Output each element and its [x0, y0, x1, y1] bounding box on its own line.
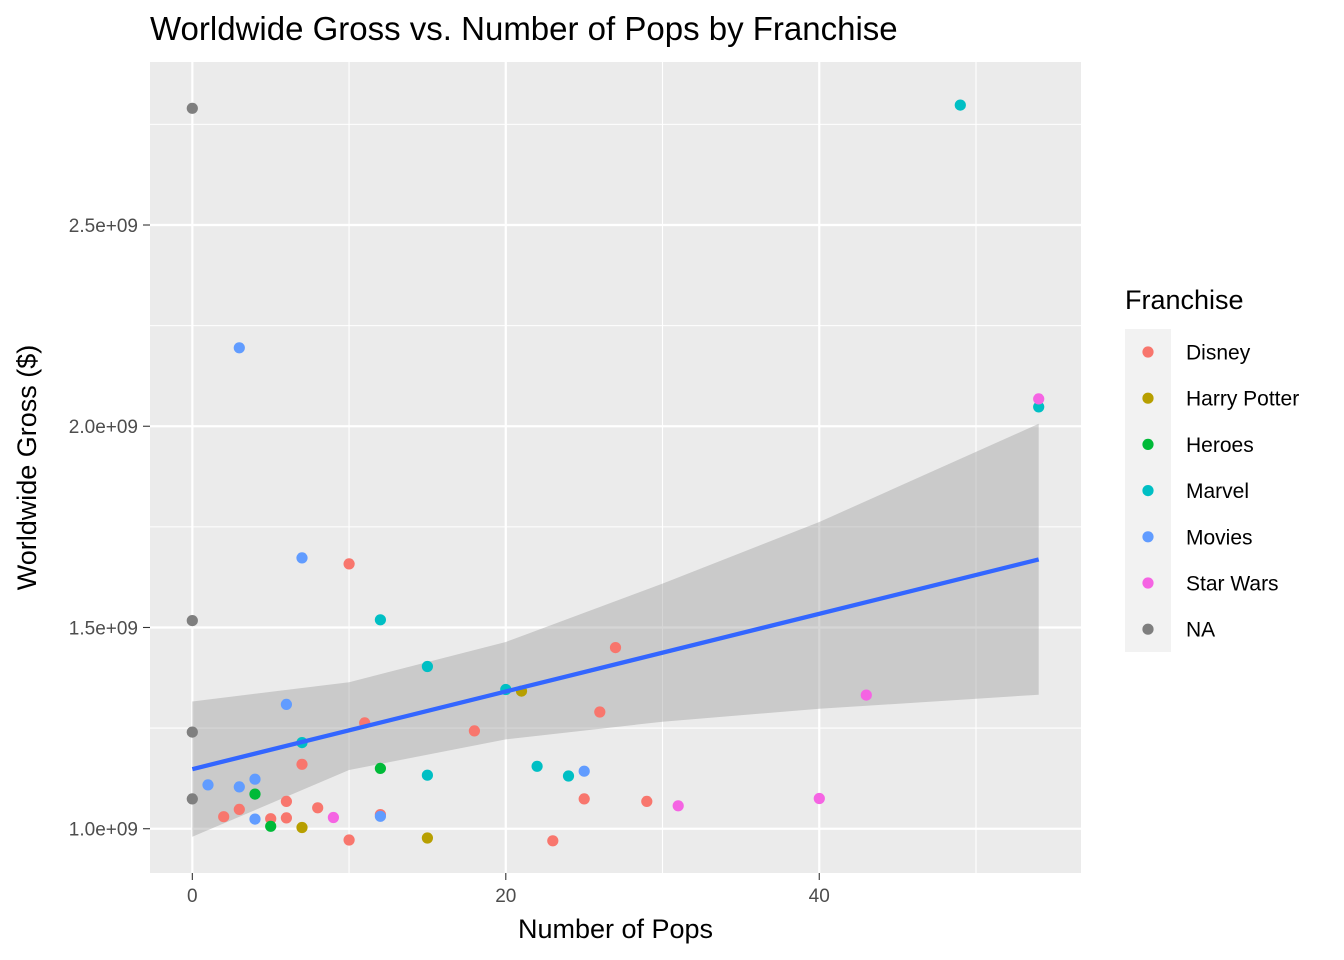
x-axis-title: Number of Pops	[518, 914, 713, 944]
chart-title: Worldwide Gross vs. Number of Pops by Fr…	[150, 10, 898, 47]
data-point-movies	[249, 813, 261, 825]
data-point-heroes	[374, 762, 386, 775]
trend-line-layer	[191, 557, 1040, 772]
data-point-disney	[280, 795, 292, 808]
data-point-movies	[296, 552, 308, 564]
data-point-heroes	[265, 820, 277, 832]
data-point-marvel	[562, 770, 575, 782]
series-heroes	[249, 762, 386, 832]
legend-title: Franchise	[1125, 285, 1244, 315]
series-movies	[202, 342, 590, 825]
x-tick-label: 40	[809, 886, 830, 907]
data-point-disney	[343, 558, 355, 570]
legend: Franchise Disney Harry Potter Heroes Marvel…	[1125, 285, 1299, 652]
y-tick-label: 1.5e+09	[69, 618, 138, 639]
legend-label: NA	[1186, 619, 1215, 642]
legend-key	[1142, 623, 1154, 635]
data-point-movies	[233, 342, 245, 354]
data-point-disney	[280, 812, 292, 824]
data-point-marvel	[954, 99, 966, 111]
legend-key	[1142, 346, 1154, 358]
data-point-movies	[578, 765, 590, 777]
data-point-star-wars	[672, 800, 684, 812]
y-axis-title: Worldwide Gross ($)	[12, 345, 42, 591]
data-point-na	[186, 793, 198, 805]
data-point-star-wars	[860, 689, 872, 701]
data-point-disney	[547, 835, 559, 847]
data-point-movies	[374, 810, 386, 822]
data-point-marvel	[374, 614, 386, 626]
data-point-disney	[343, 834, 355, 846]
data-points	[186, 99, 1045, 847]
confidence-band	[192, 423, 1039, 837]
legend-key	[1142, 438, 1154, 450]
x-tick-label: 0	[187, 886, 198, 907]
data-point-marvel	[421, 660, 433, 673]
data-point-movies	[249, 773, 261, 785]
legend-label: Marvel	[1186, 480, 1249, 503]
data-point-marvel	[531, 760, 543, 772]
data-point-harry-potter	[421, 832, 433, 844]
legend-label: Star Wars	[1186, 573, 1279, 596]
y-tick-label: 1.0e+09	[69, 820, 138, 841]
axes: 0 20 40 1.0e+09 1.5e+09 2.0e+09 2.5e+09	[69, 216, 830, 907]
data-point-movies	[233, 781, 245, 793]
confidence-ribbon	[192, 423, 1039, 837]
legend-label: Harry Potter	[1186, 388, 1299, 411]
legend-key	[1142, 577, 1154, 589]
data-point-disney	[578, 793, 590, 805]
data-point-disney	[641, 795, 653, 808]
data-point-harry-potter	[296, 821, 308, 834]
data-point-disney	[609, 642, 622, 654]
data-point-disney	[468, 725, 480, 737]
minor-gridlines	[150, 62, 1081, 873]
legend-label: Heroes	[1186, 434, 1254, 457]
data-point-disney	[594, 706, 606, 718]
data-point-star-wars	[1033, 393, 1045, 405]
data-point-disney	[312, 802, 324, 814]
trend-line	[191, 557, 1040, 772]
data-point-na	[186, 726, 198, 738]
data-point-marvel	[421, 769, 433, 781]
data-point-star-wars	[813, 792, 825, 805]
x-tick-label: 20	[495, 886, 516, 907]
legend-key	[1142, 485, 1154, 497]
data-point-star-wars	[327, 811, 339, 824]
legend-label: Movies	[1186, 526, 1253, 549]
legend-label: Disney	[1186, 342, 1251, 365]
series-na	[186, 102, 198, 805]
data-point-movies	[280, 698, 292, 711]
plot-panel	[150, 62, 1081, 873]
data-point-heroes	[249, 788, 261, 800]
data-point-na	[186, 102, 198, 114]
data-point-movies	[202, 779, 214, 791]
data-point-marvel	[1033, 401, 1045, 413]
data-point-disney	[233, 803, 245, 816]
data-point-disney	[296, 758, 308, 770]
legend-key	[1142, 531, 1154, 543]
series-star-wars	[327, 393, 1045, 824]
data-point-na	[186, 615, 198, 627]
y-tick-label: 2.0e+09	[69, 417, 138, 438]
legend-key	[1142, 392, 1154, 404]
y-tick-label: 2.5e+09	[69, 216, 138, 237]
data-point-disney	[218, 811, 230, 823]
